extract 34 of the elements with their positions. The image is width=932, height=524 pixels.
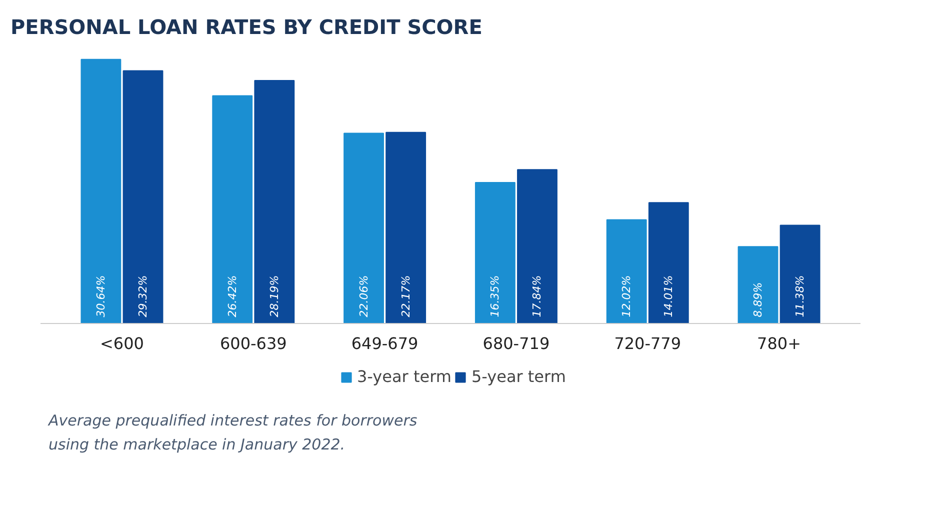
data-label: 12.02% (620, 275, 634, 318)
x-tick-label: 680-719 (482, 334, 550, 354)
data-label: 28.19% (268, 275, 281, 318)
data-label: 11.38% (794, 275, 807, 318)
bar (780, 224, 820, 324)
data-label: 14.01% (662, 275, 676, 318)
bar (122, 70, 164, 324)
data-label: 22.06% (357, 275, 370, 318)
bar (386, 132, 426, 324)
bar (212, 95, 253, 324)
bar (344, 132, 384, 324)
chart-title: PERSONAL LOAN RATES BY CREDIT SCORE (10, 15, 482, 39)
x-tick-label: <600 (100, 334, 144, 354)
bar (648, 202, 689, 324)
data-label: 26.42% (226, 275, 239, 318)
data-label: 17.84% (530, 275, 544, 318)
data-label: 22.17% (399, 275, 412, 318)
bar (517, 169, 558, 324)
x-tick-label: 780+ (757, 334, 802, 354)
text: Average prequalified interest rates for borrowers using the marketplace in January 2022. (48, 412, 418, 454)
x-tick-label: 649-679 (351, 334, 418, 354)
x-tick-label: 600-639 (220, 334, 287, 354)
bar (80, 58, 122, 324)
bar (474, 182, 516, 324)
bar (738, 246, 778, 324)
bar (254, 80, 295, 324)
bar (606, 219, 647, 324)
x-tick-label: 720-779 (614, 334, 682, 354)
legend-label: 3-year term (357, 367, 452, 386)
data-label: 30.64% (94, 275, 108, 318)
data-label: 8.89% (752, 282, 764, 318)
data-label: 16.35% (488, 275, 502, 318)
legend-label: 5-year term (471, 367, 566, 386)
data-label: 29.32% (136, 275, 150, 318)
